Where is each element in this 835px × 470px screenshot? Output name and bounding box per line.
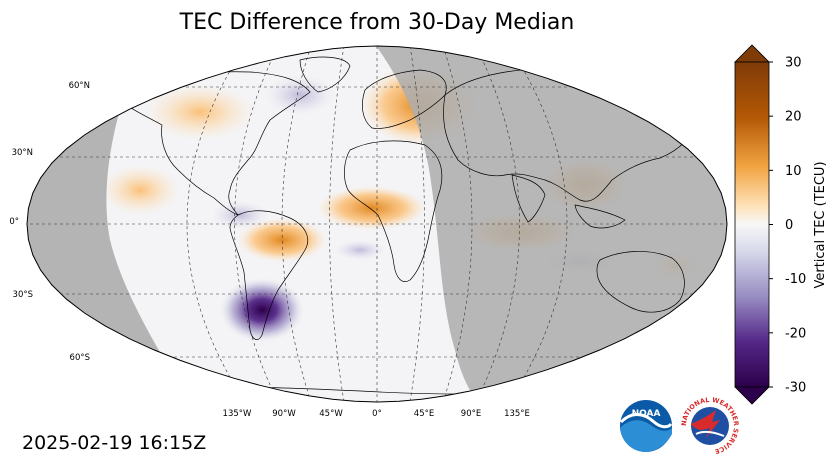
lat-label-30s: 30°S	[13, 290, 33, 300]
lat-label-30n: 30°N	[12, 148, 33, 158]
lat-label-60s: 60°S	[70, 353, 90, 363]
page-title: TEC Difference from 30-Day Median	[179, 10, 575, 35]
timestamp: 2025-02-19 16:15Z	[22, 432, 207, 454]
nws-logo: NATIONAL WEATHER SERVICE	[680, 396, 740, 456]
longitude-labels: 135°W 90°W 45°W 0° 45°E 90°E 135°E	[223, 409, 530, 419]
anomaly-central-america	[212, 201, 268, 229]
lat-label-60n: 60°N	[69, 81, 90, 91]
meridian-line	[186, 46, 246, 402]
coast-southeast-asia	[574, 204, 626, 229]
meridian-line	[442, 46, 473, 402]
meridian-line	[475, 46, 520, 402]
colorbar-tick-label: 10	[785, 164, 802, 179]
colorbar-label: Vertical TEC (TECU)	[813, 161, 828, 288]
colorbar-min-extend	[734, 386, 770, 405]
colorbar-tick-label: 30	[785, 56, 802, 71]
anomaly-south-atlantic-depletion	[220, 278, 304, 342]
anomaly-south-atlantic	[335, 240, 385, 260]
colorbar-max-extend	[734, 44, 770, 63]
latitude-labels: 60°N 30°N 0° 30°S 60°S	[9, 81, 90, 363]
noaa-logo-text: NOAA	[632, 409, 661, 419]
colorbar-ticks: 30 20 10 0 -10 -20 -30	[769, 56, 806, 396]
lon-label-45e: 45°E	[414, 409, 434, 419]
coast-australia	[596, 251, 685, 313]
colorbar-tick-label: -30	[785, 381, 806, 396]
colorbar-tick-label: -10	[785, 272, 806, 287]
colorbar: 30 20 10 0 -10 -20 -30 Vertical TEC (TECU)	[734, 44, 828, 405]
lon-label-135w: 135°W	[223, 409, 252, 419]
lon-label-135e: 135°E	[504, 409, 530, 419]
coast-greenland	[299, 56, 351, 93]
coast-south-america	[229, 210, 309, 340]
meridian-line	[234, 46, 279, 402]
anomaly-north-america	[145, 84, 255, 140]
meridian-line	[281, 46, 312, 402]
coast-north-america	[119, 71, 311, 216]
colorbar-tick-label: 0	[785, 218, 793, 233]
colorbar-scale	[734, 61, 770, 388]
coast-africa	[344, 140, 443, 282]
lon-label-90w: 90°W	[272, 409, 296, 419]
anomaly-north-atlantic	[265, 75, 335, 115]
lon-label-90e: 90°E	[461, 409, 481, 419]
anomaly-east-pacific	[100, 165, 180, 215]
anomaly-equatorial-atlantic	[317, 186, 427, 230]
lat-label-equator: 0°	[9, 217, 19, 227]
colorbar-tick-label: 20	[785, 110, 802, 125]
lon-label-0: 0°	[372, 409, 382, 419]
lon-label-45w: 45°W	[319, 409, 343, 419]
colorbar-tick-label: -20	[785, 326, 806, 341]
noaa-logo: NOAA	[619, 400, 673, 452]
meridian-line	[508, 46, 568, 402]
